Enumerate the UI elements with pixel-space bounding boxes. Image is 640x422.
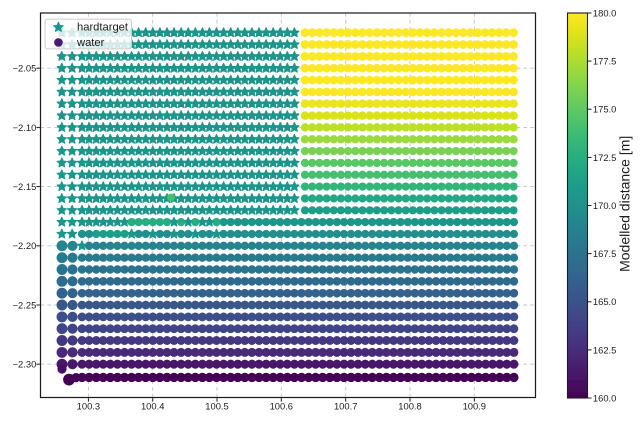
svg-text:100.8: 100.8	[398, 401, 421, 412]
svg-text:165.0: 165.0	[593, 296, 616, 307]
svg-text:175.0: 175.0	[593, 104, 616, 115]
svg-text:172.5: 172.5	[593, 152, 616, 163]
svg-text:167.5: 167.5	[593, 248, 616, 259]
svg-text:100.3: 100.3	[77, 401, 100, 412]
svg-text:−2.30: −2.30	[13, 359, 37, 370]
svg-text:100.5: 100.5	[205, 401, 228, 412]
svg-text:hardtarget: hardtarget	[77, 22, 129, 34]
svg-text:160.0: 160.0	[593, 392, 616, 403]
svg-text:180.0: 180.0	[593, 7, 616, 18]
svg-text:170.0: 170.0	[593, 200, 616, 211]
svg-text:Modelled distance [m]: Modelled distance [m]	[616, 136, 632, 272]
svg-text:100.6: 100.6	[270, 401, 293, 412]
svg-text:−2.25: −2.25	[13, 299, 37, 310]
svg-text:100.9: 100.9	[463, 401, 486, 412]
svg-text:162.5: 162.5	[593, 344, 616, 355]
svg-text:177.5: 177.5	[593, 56, 616, 67]
svg-text:−2.10: −2.10	[13, 122, 37, 133]
svg-text:100.7: 100.7	[334, 401, 357, 412]
svg-text:−2.20: −2.20	[13, 240, 37, 251]
svg-text:water: water	[76, 37, 105, 49]
svg-text:−2.05: −2.05	[13, 63, 37, 74]
svg-text:100.4: 100.4	[141, 401, 164, 412]
svg-text:−2.15: −2.15	[13, 181, 37, 192]
